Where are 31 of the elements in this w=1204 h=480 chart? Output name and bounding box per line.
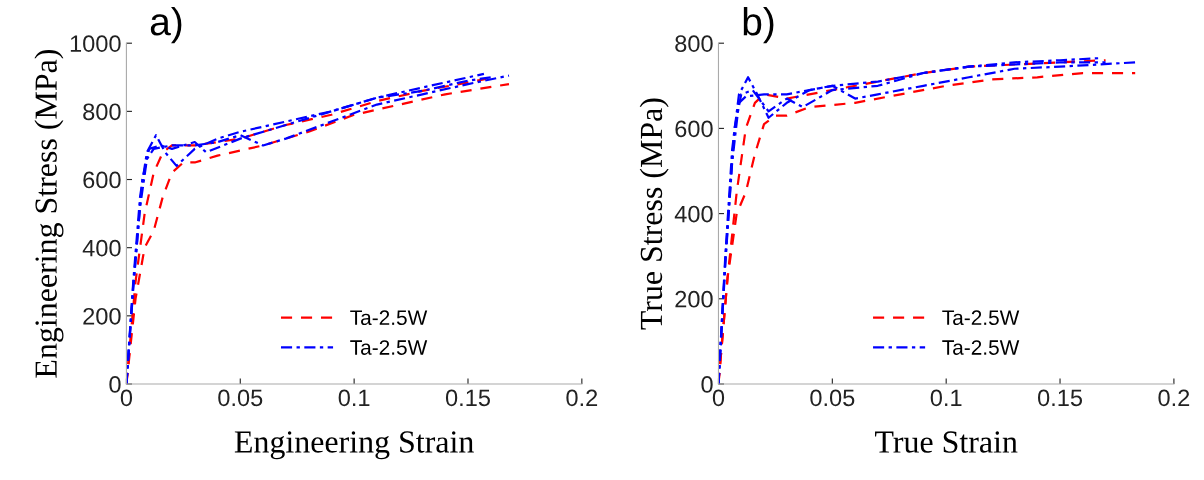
legend-label: Ta-2.5W: [942, 340, 1020, 355]
x-tick-label: 0: [712, 389, 725, 407]
x-tick-label: 0.15: [1037, 389, 1083, 407]
legend-label: Ta-2.5W: [350, 310, 428, 326]
x-tick-label: 0.1: [338, 389, 370, 407]
y-tick-label: 1000: [70, 35, 121, 52]
x-tick-label: 0.15: [445, 389, 490, 407]
y-tick-label: 0: [109, 376, 121, 393]
y-tick-label: 400: [674, 205, 713, 223]
chart-title: a): [150, 6, 182, 44]
x-tick-label: 0.2: [1158, 389, 1190, 407]
y-tick-label: 800: [675, 35, 713, 52]
y-tick-label: 200: [83, 307, 121, 325]
legend-label: Ta-2.5W: [942, 310, 1020, 326]
y-tick-label: 800: [83, 103, 121, 121]
x-tick-label: 0: [120, 389, 133, 407]
y-tick-label: 400: [82, 239, 121, 257]
x-axis-title: True Strain: [875, 431, 1018, 453]
y-axis-title: True Stress (MPa): [639, 98, 669, 330]
y-tick-label: 200: [675, 290, 713, 308]
y-tick-label: 600: [83, 171, 121, 189]
y-axis-title: Engineering Stress (MPa): [34, 49, 64, 378]
x-axis-title: Engineering Strain: [234, 431, 474, 460]
legend-label: Ta-2.5W: [350, 340, 428, 355]
x-tick-label: 0.1: [930, 389, 962, 407]
x-tick-label: 0.2: [566, 389, 598, 407]
y-tick-label: 0: [701, 376, 713, 393]
chart-title: b): [743, 6, 774, 44]
x-tick-label: 0.05: [218, 389, 263, 407]
y-tick-label: 600: [675, 120, 713, 138]
x-tick-label: 0.05: [810, 389, 855, 407]
